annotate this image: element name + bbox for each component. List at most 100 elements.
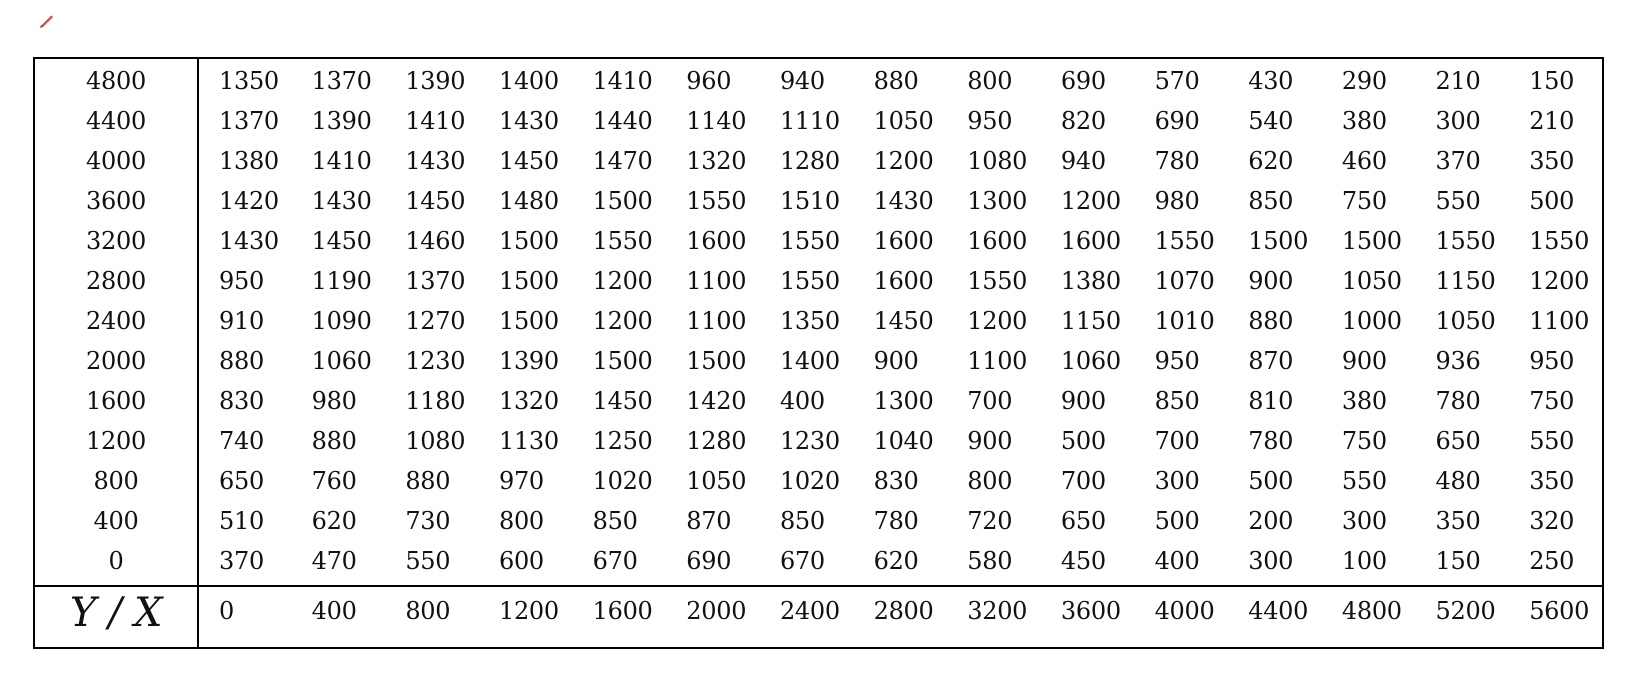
table-cell: 1100 — [1529, 307, 1590, 335]
x-label: 1200 — [478, 585, 573, 648]
x-label: 4000 — [1134, 585, 1229, 648]
table-cell: 940 — [1060, 147, 1106, 175]
table-row: 1600 830 980 1180 1320 1450 1420 400 1300 700 900 8… — [34, 381, 1603, 421]
table-cell: 550 — [405, 547, 451, 575]
table-cell: 1400 — [498, 67, 559, 95]
table-cell: 1410 — [592, 67, 653, 95]
table-cell: 1600 — [873, 267, 934, 295]
table-cell: 1410 — [311, 147, 372, 175]
x-label: 2000 — [666, 585, 760, 648]
table-cell: 380 — [1341, 387, 1387, 415]
table-cell: 1180 — [405, 387, 466, 415]
table-cell: 550 — [1341, 467, 1387, 495]
table-cell: 1420 — [219, 187, 279, 215]
table-cell: 1510 — [779, 187, 840, 215]
table-cell: 320 — [1529, 507, 1575, 535]
table-cell: 290 — [1341, 67, 1387, 95]
table-row: 4400 1370 1390 1410 1430 1440 1140 1110 1050 950 8… — [34, 101, 1603, 141]
table-cell: 1070 — [1154, 267, 1215, 295]
table-cell: 650 — [1060, 507, 1106, 535]
x-label: 3200 — [947, 585, 1041, 648]
table-cell: 500 — [1529, 187, 1575, 215]
table-cell: 950 — [1529, 347, 1575, 375]
table-cell: 760 — [311, 467, 357, 495]
corner-label: Y / X — [34, 585, 199, 648]
table-cell: 730 — [405, 507, 451, 535]
table-cell: 740 — [219, 427, 264, 455]
x-label: 4800 — [1321, 585, 1416, 648]
table-cell: 850 — [779, 507, 825, 535]
data-table: 4800 1350 1370 1390 1400 1410 960 940 880 800 690 5… — [33, 57, 1604, 649]
table-cell: 1390 — [498, 347, 559, 375]
table-cell: 1500 — [498, 267, 559, 295]
table-cell: 700 — [967, 387, 1013, 415]
table-cell: 370 — [219, 547, 264, 575]
table-cell: 1450 — [592, 387, 653, 415]
table-cell: 1110 — [779, 107, 840, 135]
table-cell: 200 — [1248, 507, 1294, 535]
table-cell: 780 — [873, 507, 919, 535]
table-cell: 1550 — [1529, 227, 1590, 255]
table-cell: 980 — [1154, 187, 1200, 215]
table-cell: 700 — [1060, 467, 1106, 495]
table-cell: 210 — [1529, 107, 1575, 135]
table-cell: 690 — [1060, 67, 1106, 95]
table-cell: 1280 — [779, 147, 840, 175]
pen-icon[interactable] — [38, 12, 56, 30]
y-label: 0 — [34, 541, 199, 586]
table-row: 2000 880 1060 1230 1390 1500 1500 1400 900 1100 10… — [34, 341, 1603, 381]
table-cell: 670 — [592, 547, 638, 575]
table-cell: 1230 — [405, 347, 466, 375]
table-cell: 910 — [219, 307, 264, 335]
table-cell: 936 — [1435, 347, 1481, 375]
table-row: 3200 1430 1450 1460 1500 1550 1600 1550 1600 1600… — [34, 221, 1603, 261]
table-cell: 1040 — [873, 427, 934, 455]
table-cell: 1370 — [405, 267, 466, 295]
table-cell: 1390 — [311, 107, 372, 135]
table-cell: 570 — [1154, 67, 1200, 95]
table-cell: 1050 — [1435, 307, 1496, 335]
table-cell: 1600 — [967, 227, 1028, 255]
table-cell: 1130 — [498, 427, 559, 455]
x-label: 4400 — [1228, 585, 1322, 648]
table-cell: 250 — [1529, 547, 1575, 575]
table-cell: 880 — [311, 427, 357, 455]
y-label: 3600 — [34, 181, 199, 221]
table-cell: 870 — [1248, 347, 1294, 375]
table-cell: 1390 — [405, 67, 466, 95]
table-cell: 430 — [1248, 67, 1294, 95]
table-cell: 1320 — [498, 387, 559, 415]
table-cell: 370 — [1435, 147, 1481, 175]
table-cell: 1020 — [779, 467, 840, 495]
table-cell: 1150 — [1060, 307, 1121, 335]
table-cell: 960 — [686, 67, 732, 95]
table-cell: 1500 — [498, 307, 559, 335]
table-cell: 1410 — [405, 107, 466, 135]
table-cell: 1300 — [967, 187, 1028, 215]
table-cell: 1010 — [1154, 307, 1215, 335]
table-cell: 1090 — [311, 307, 372, 335]
table-cell: 1060 — [311, 347, 372, 375]
table-cell: 1350 — [219, 67, 279, 95]
table-cell: 1060 — [1060, 347, 1121, 375]
table-cell: 1500 — [592, 187, 653, 215]
table-cell: 1370 — [311, 67, 372, 95]
table-cell: 1020 — [592, 467, 653, 495]
table-cell: 540 — [1248, 107, 1294, 135]
table-cell: 1080 — [967, 147, 1028, 175]
y-label: 800 — [34, 461, 199, 501]
table-cell: 1400 — [779, 347, 840, 375]
table-cell: 500 — [1060, 427, 1106, 455]
table-cell: 1270 — [405, 307, 466, 335]
table-cell: 800 — [967, 467, 1013, 495]
table-row: 3600 1420 1430 1450 1480 1500 1550 1510 1430 1300… — [34, 181, 1603, 221]
table-cell: 1430 — [219, 227, 279, 255]
table-cell: 1050 — [1341, 267, 1402, 295]
table-cell: 600 — [498, 547, 544, 575]
table-row: 2400 910 1090 1270 1500 1200 1100 1350 1450 1200 1… — [34, 301, 1603, 341]
x-label: 5200 — [1415, 585, 1510, 648]
table-row: 0 370 470 550 600 670 690 670 620 580 450 400 300 100… — [34, 541, 1603, 586]
table-cell: 460 — [1341, 147, 1387, 175]
table-cell: 1200 — [1529, 267, 1590, 295]
table-cell: 150 — [1529, 67, 1575, 95]
